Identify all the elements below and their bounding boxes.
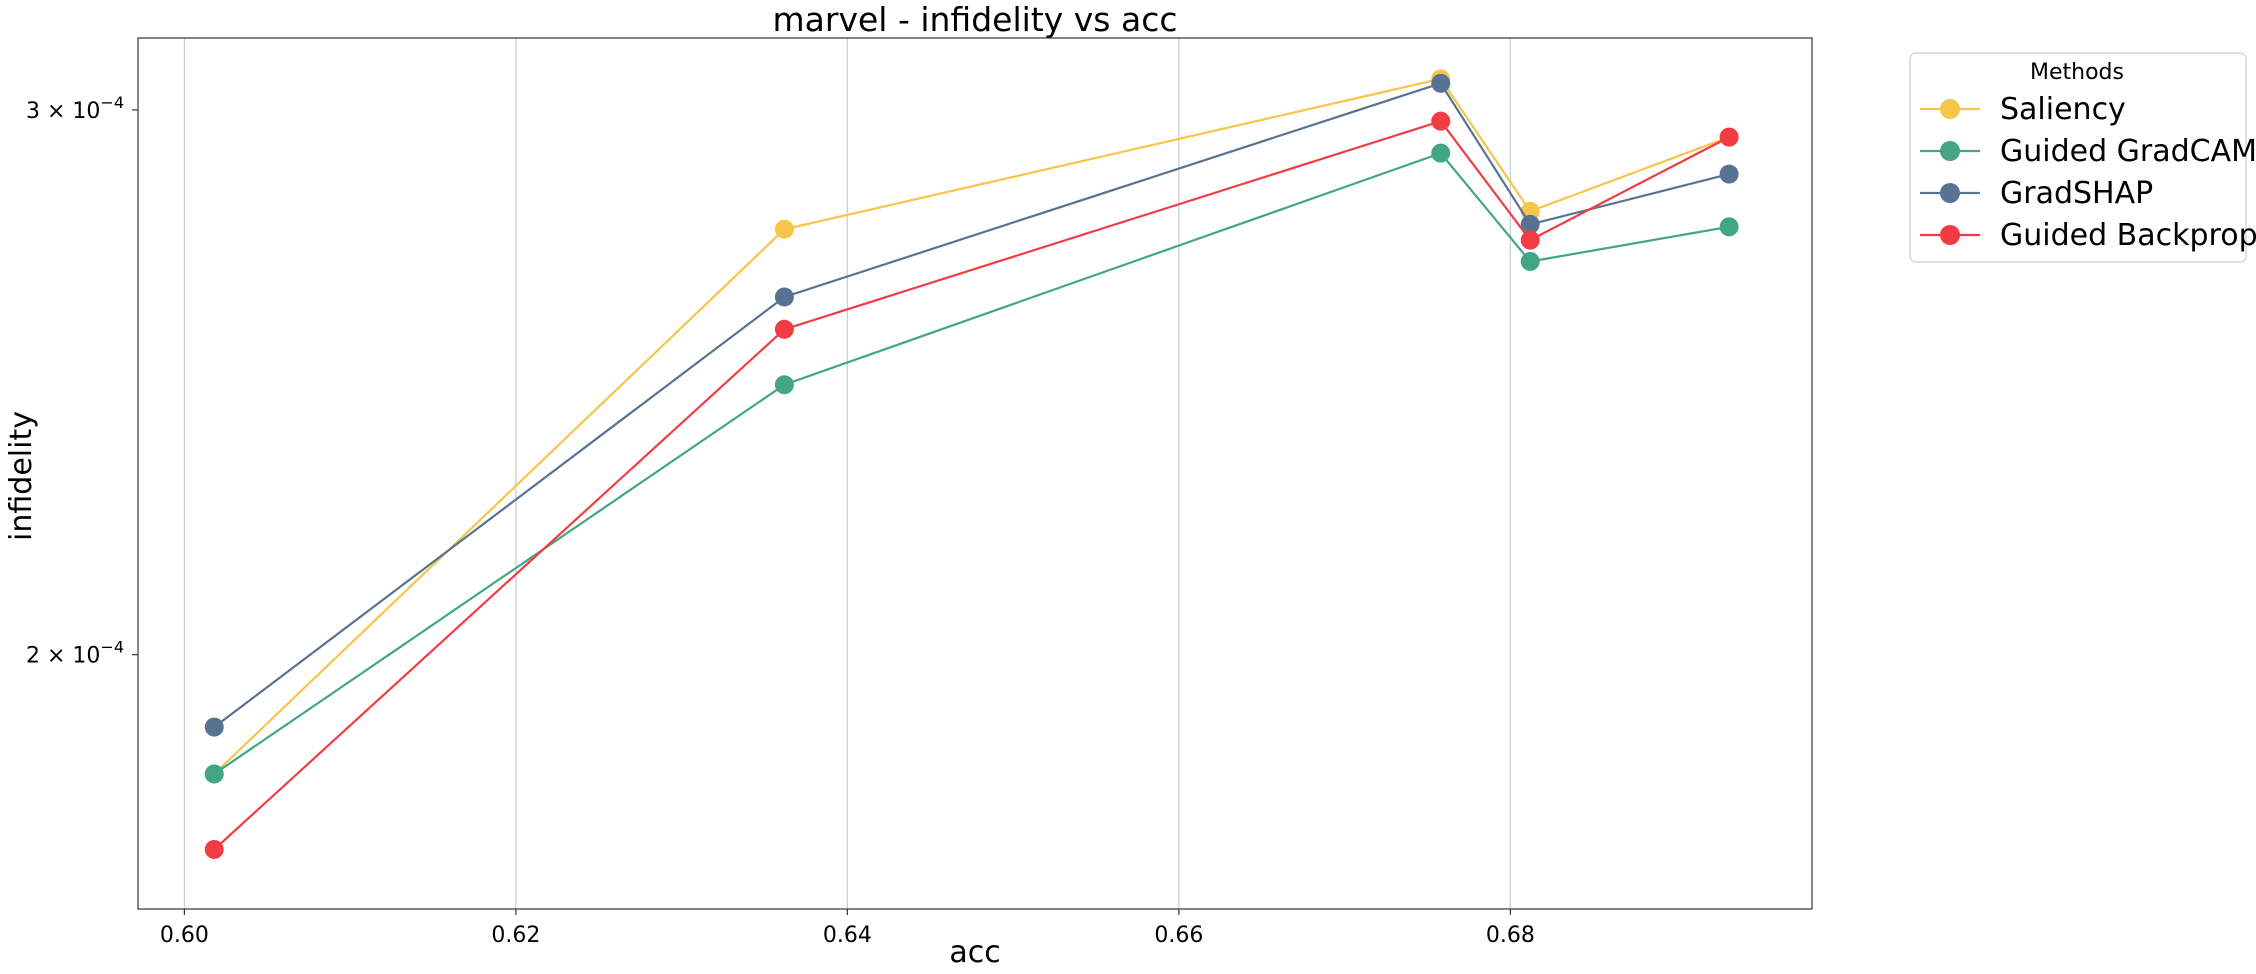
y-axis-label: infidelity [4,411,39,541]
chart-title: marvel - infidelity vs acc [773,0,1178,39]
legend-marker [1940,183,1960,203]
series-layer [204,69,1739,859]
x-tick-label: 0.66 [1154,923,1203,948]
legend-frame [1909,52,2247,263]
series-gradshap [204,73,1739,737]
data-point [1520,251,1540,271]
legend-item: GradSHAP [1920,176,2153,211]
legend-marker [1940,141,1960,161]
series-guided-gradcam [204,143,1739,784]
data-point [1431,111,1451,131]
data-point [774,219,794,239]
data-point [1719,164,1739,184]
data-point [1719,217,1739,237]
y-axis: 2 × 10−4 3 × 10−4 [26,93,138,669]
y-tick-label: 2 × 10−4 [26,638,124,669]
legend: Methods Saliency Guided GradCAM GradSHAP Gu… [1909,52,2256,263]
data-point [1520,214,1540,234]
legend-label: Guided Backprop [2000,218,2256,253]
data-point [1520,230,1540,250]
plot-frame [137,37,1813,910]
legend-title: Methods [2030,60,2124,85]
x-tick-label: 0.68 [1486,923,1535,948]
data-point [204,839,224,859]
legend-item: Saliency [1920,92,2126,127]
x-tick-label: 0.62 [491,923,540,948]
series-guided-backprop [204,111,1739,859]
legend-marker [1940,225,1960,245]
data-point [774,319,794,339]
legend-marker [1940,99,1960,119]
x-axis: 0.60 0.62 0.64 0.66 0.68 [160,909,1535,948]
data-point [204,717,224,737]
legend-label: GradSHAP [2000,176,2153,211]
x-tick-label: 0.60 [160,923,209,948]
legend-item: Guided Backprop [1920,218,2256,253]
grid-layer [183,38,1511,909]
legend-label: Saliency [2000,92,2126,127]
x-axis-label: acc [949,935,1000,970]
data-point [774,287,794,307]
y-tick-label: 3 × 10−4 [26,93,124,124]
data-point [1431,73,1451,93]
legend-label: Guided GradCAM [2000,134,2256,169]
x-tick-label: 0.64 [823,923,872,948]
legend-items: Saliency Guided GradCAM GradSHAP Guided Bac… [1920,92,2256,253]
data-point [1719,127,1739,147]
data-point [774,375,794,395]
data-point [1431,143,1451,163]
legend-item: Guided GradCAM [1920,134,2256,169]
data-point [204,764,224,784]
